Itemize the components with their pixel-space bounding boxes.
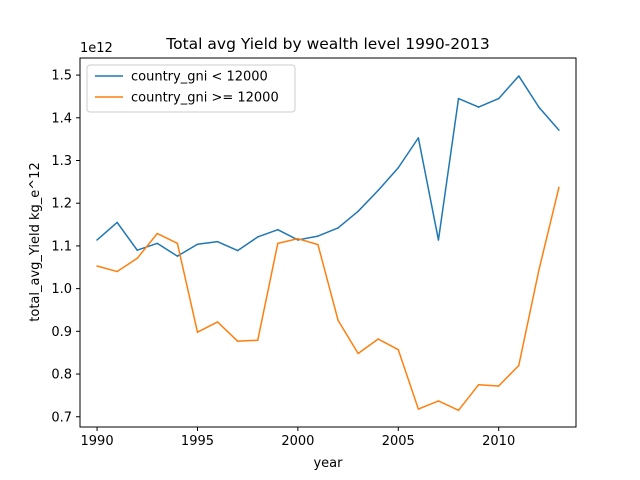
data-point	[538, 269, 540, 272]
x-axis-ticks: 1990 1995 2000 2005 2010	[81, 427, 515, 449]
data-point	[457, 97, 460, 100]
x-tick-label: 2005	[382, 434, 415, 449]
y-tick-label: 1.1	[51, 239, 72, 254]
x-tick-label: 2000	[281, 434, 314, 449]
x-tick-label: 1990	[81, 434, 114, 449]
series-line-2	[96, 187, 560, 412]
y-tick-label: 1.5	[51, 69, 72, 84]
y-tick-label: 0.9	[51, 325, 72, 340]
data-point	[196, 331, 199, 333]
data-point	[397, 167, 400, 169]
data-point	[216, 321, 219, 323]
legend-label-series-1: country_gni < 12000	[131, 70, 268, 85]
y-axis-ticks: 0.7 0.8 0.9 1.0 1.1 1.2 1.3 1.4 1.5	[51, 69, 80, 425]
data-point	[176, 255, 179, 257]
legend-label-series-2: country_gni >= 12000	[131, 91, 279, 106]
data-point	[397, 348, 400, 351]
data-point	[538, 106, 540, 108]
data-point	[377, 189, 379, 192]
data-point	[277, 228, 279, 231]
data-point	[136, 249, 138, 251]
y-offset-label: 1e12	[80, 41, 113, 56]
series-line-1	[96, 75, 560, 257]
data-point	[277, 242, 279, 245]
data-point	[317, 235, 319, 237]
data-point	[216, 240, 219, 243]
data-point	[116, 221, 118, 224]
data-point	[96, 239, 98, 241]
plot-area-frame	[79, 57, 577, 428]
data-point	[357, 352, 359, 355]
data-point	[96, 265, 98, 267]
data-point	[558, 186, 560, 189]
y-tick-label: 1.0	[51, 282, 72, 297]
data-point	[558, 129, 560, 131]
data-point	[256, 236, 259, 238]
data-point	[477, 383, 480, 386]
data-point	[417, 137, 420, 139]
y-tick-label: 0.7	[51, 410, 72, 425]
data-point	[457, 409, 460, 412]
data-point	[156, 232, 159, 235]
y-tick-label: 1.4	[51, 111, 72, 126]
x-tick-label: 1995	[181, 434, 214, 449]
data-point	[518, 75, 520, 77]
data-point	[236, 249, 239, 252]
data-point	[337, 319, 339, 321]
data-point	[377, 338, 379, 340]
data-point	[497, 97, 500, 100]
data-point	[417, 408, 420, 410]
data-point	[297, 237, 299, 240]
data-point	[236, 340, 239, 342]
y-tick-label: 0.8	[51, 368, 72, 383]
data-point	[497, 385, 500, 387]
series-layer	[96, 75, 560, 412]
chart-title: Total avg Yield by wealth level 1990-201…	[165, 35, 489, 53]
data-point	[156, 242, 159, 245]
data-point	[196, 243, 199, 245]
data-point	[256, 339, 259, 342]
data-point	[317, 243, 319, 246]
y-axis-label: total_avg_Yield kg_e^12	[28, 162, 43, 321]
data-point	[477, 106, 480, 108]
legend-frame	[86, 64, 296, 113]
y-tick-label: 1.3	[51, 154, 72, 169]
data-point	[518, 364, 520, 367]
data-point	[136, 257, 138, 260]
data-point	[437, 400, 440, 402]
data-point	[116, 270, 118, 273]
y-tick-label: 1.2	[51, 197, 72, 212]
data-point	[437, 239, 440, 241]
data-point	[176, 242, 179, 245]
x-tick-label: 2010	[482, 434, 515, 449]
x-axis-label: year	[313, 456, 343, 471]
data-point	[297, 239, 299, 241]
data-point	[337, 227, 339, 229]
legend: country_gni < 12000 country_gni >= 12000	[86, 64, 296, 113]
data-point	[357, 210, 359, 213]
